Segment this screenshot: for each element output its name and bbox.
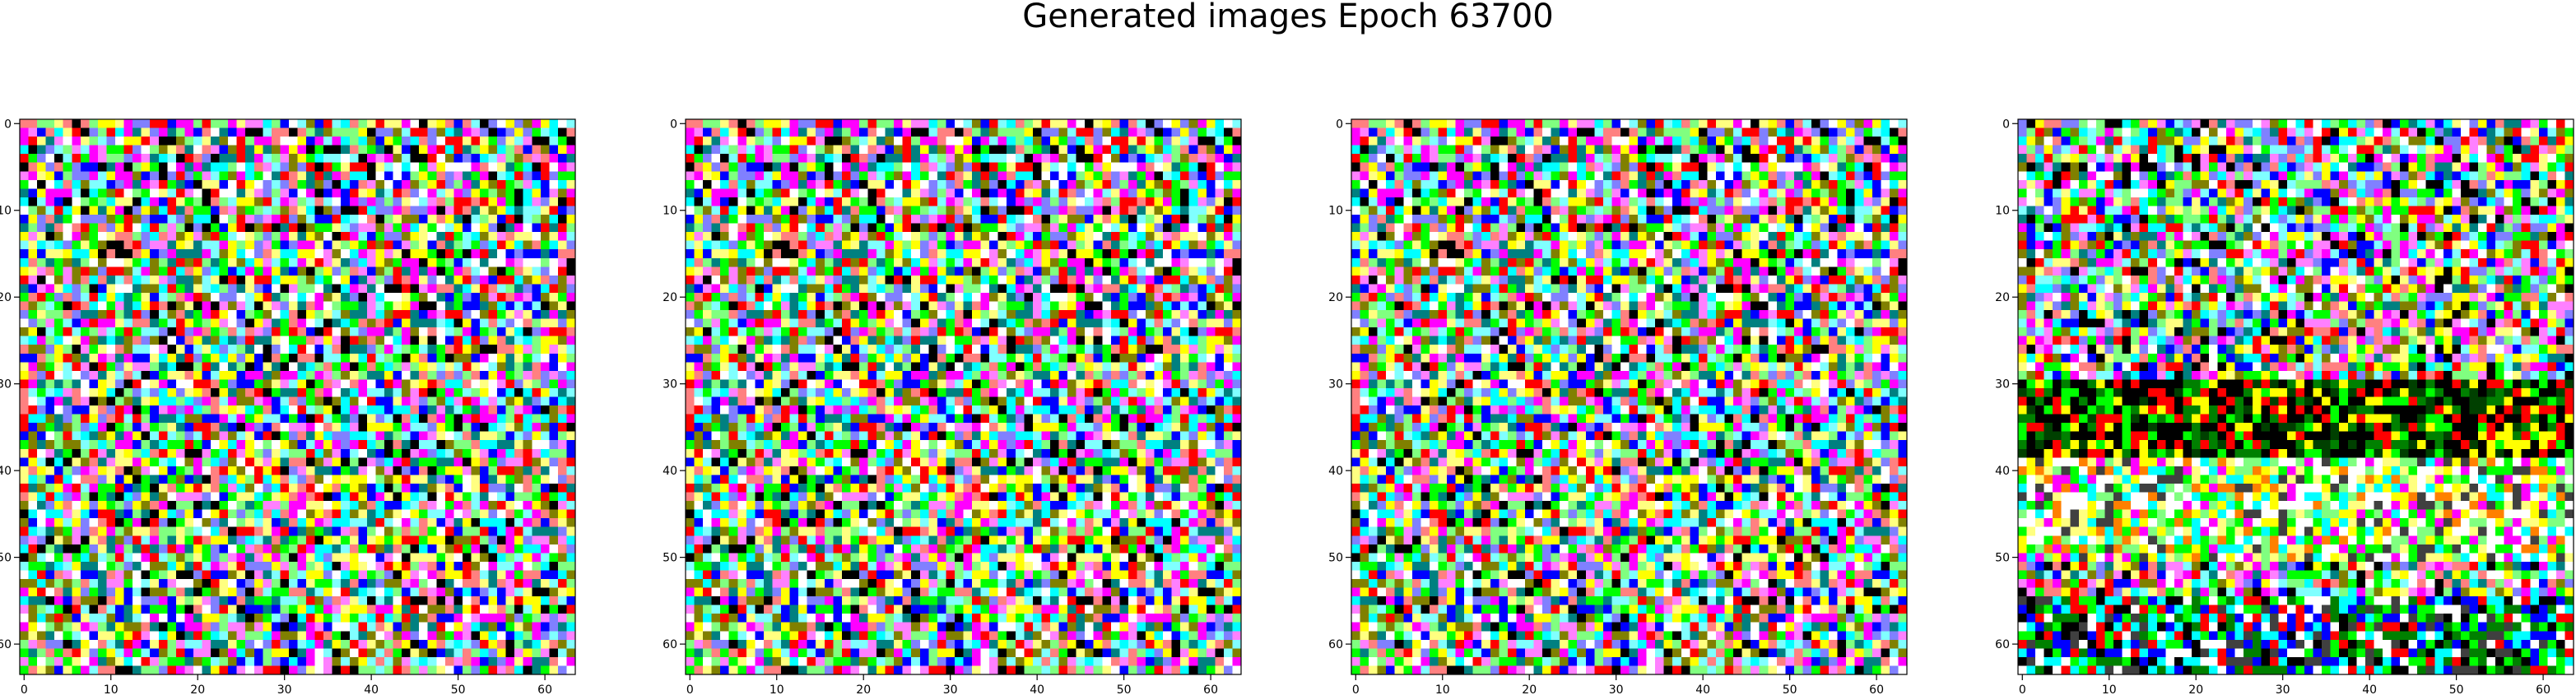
y-tick-label: 40 (1328, 465, 1343, 478)
y-tick-label: 0 (670, 118, 677, 131)
y-tick-label: 40 (1995, 465, 2010, 478)
axes-frame (1351, 118, 1908, 675)
x-tick-label: 0 (2019, 683, 2026, 695)
x-tick-label: 10 (770, 683, 784, 695)
y-tick-label: 0 (4, 118, 12, 131)
y-tick-label: 50 (1328, 552, 1343, 565)
image-panel-4: 0 10 20 30 40 50 60 0 10 20 30 40 50 60 (1995, 118, 2574, 695)
x-tick-label: 20 (190, 683, 205, 695)
x-tick-label: 10 (2102, 683, 2117, 695)
x-tick-label: 30 (277, 683, 292, 695)
y-tick-label: 50 (1995, 552, 2010, 565)
x-tick-label: 10 (104, 683, 119, 695)
y-tick-label: 0 (2002, 118, 2010, 131)
y-tick-label: 0 (1336, 118, 1343, 131)
axes-frame (685, 118, 1242, 675)
x-tick-label: 50 (1783, 683, 1797, 695)
x-tick-label: 30 (943, 683, 958, 695)
axes-frame (2017, 118, 2574, 675)
x-tick-label: 60 (1203, 683, 1218, 695)
image-panel-2: 0 10 20 30 40 50 60 0 10 20 30 40 50 60 (663, 118, 1242, 695)
y-tick-label: 40 (663, 465, 677, 478)
y-tick-label: 40 (0, 465, 12, 478)
y-tick-label: 30 (1328, 378, 1343, 392)
y-tick-label: 50 (0, 552, 12, 565)
x-tick-label: 20 (2188, 683, 2203, 695)
x-tick-label: 0 (686, 683, 694, 695)
x-tick-label: 20 (1522, 683, 1537, 695)
x-tick-label: 50 (2449, 683, 2464, 695)
y-tick-label: 50 (663, 552, 677, 565)
y-tick-label: 20 (1995, 291, 2010, 304)
y-tick-label: 10 (663, 205, 677, 218)
x-tick-label: 50 (451, 683, 466, 695)
y-tick-label: 10 (1995, 205, 2010, 218)
y-tick-label: 20 (1328, 291, 1343, 304)
image-pixels (1351, 119, 1908, 675)
image-panel-3: 0 10 20 30 40 50 60 0 10 20 30 40 50 60 (1328, 118, 1908, 695)
y-tick-label: 10 (0, 205, 12, 218)
y-tick-label: 60 (1995, 638, 2010, 651)
image-pixels (20, 119, 576, 675)
x-tick-label: 60 (537, 683, 552, 695)
x-tick-label: 40 (2362, 683, 2377, 695)
y-tick-label: 60 (1328, 638, 1343, 651)
figure-suptitle: Generated images Epoch 63700 (1022, 0, 1554, 35)
x-tick-label: 50 (1117, 683, 1132, 695)
y-tick-label: 60 (0, 638, 12, 651)
y-tick-label: 20 (663, 291, 677, 304)
y-tick-label: 10 (1328, 205, 1343, 218)
x-tick-label: 40 (364, 683, 379, 695)
x-tick-label: 10 (1435, 683, 1450, 695)
y-tick-label: 30 (663, 378, 677, 392)
axes-frame (19, 118, 576, 675)
y-tick-label: 20 (0, 291, 12, 304)
x-tick-label: 30 (1609, 683, 1624, 695)
image-pixels (686, 119, 1242, 675)
y-tick-label: 30 (1995, 378, 2010, 392)
x-tick-label: 20 (856, 683, 871, 695)
y-tick-label: 60 (663, 638, 677, 651)
x-tick-label: 0 (21, 683, 28, 695)
x-tick-label: 30 (2276, 683, 2290, 695)
x-tick-label: 60 (2536, 683, 2550, 695)
x-tick-label: 40 (1695, 683, 1710, 695)
x-tick-label: 60 (1869, 683, 1884, 695)
x-tick-label: 40 (1030, 683, 1044, 695)
image-panel-1: 0 10 20 30 40 50 60 0 10 20 30 40 50 60 (0, 118, 576, 695)
x-tick-label: 0 (1352, 683, 1360, 695)
image-pixels (2018, 119, 2574, 675)
y-tick-label: 30 (0, 378, 12, 392)
